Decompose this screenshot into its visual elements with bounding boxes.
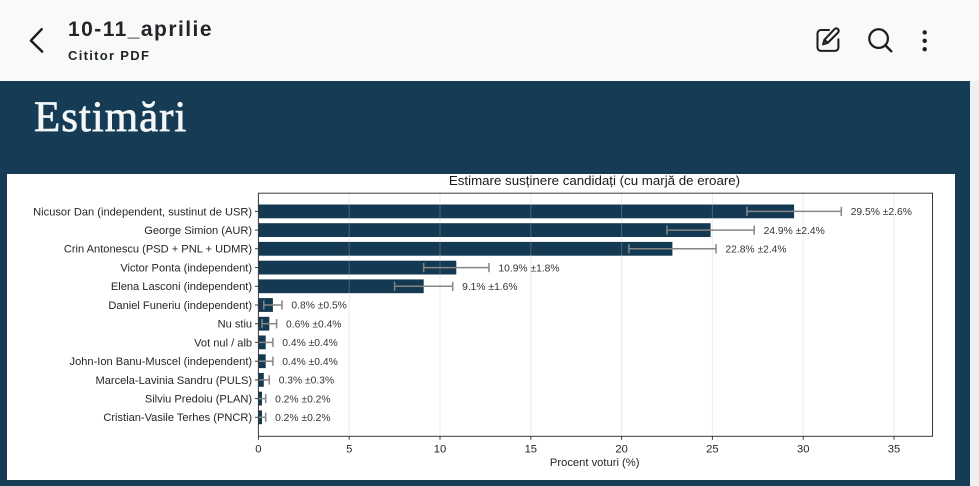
svg-text:0.8% ±0.5%: 0.8% ±0.5% <box>291 300 346 311</box>
svg-text:0.4% ±0.4%: 0.4% ±0.4% <box>282 338 337 349</box>
svg-text:Vot nul / alb: Vot nul / alb <box>194 337 252 349</box>
svg-text:Marcela-Lavinia Sandru (PULS): Marcela-Lavinia Sandru (PULS) <box>95 374 252 386</box>
svg-text:25: 25 <box>706 443 718 455</box>
svg-text:0: 0 <box>255 443 261 455</box>
svg-text:9.1% ±1.6%: 9.1% ±1.6% <box>462 282 517 293</box>
svg-text:0.2% ±0.2%: 0.2% ±0.2% <box>275 413 330 424</box>
svg-text:0.6% ±0.4%: 0.6% ±0.4% <box>286 319 341 330</box>
svg-text:Victor Ponta (independent): Victor Ponta (independent) <box>120 262 252 274</box>
svg-text:George Simion (AUR): George Simion (AUR) <box>144 225 252 237</box>
svg-text:Procent voturi (%): Procent voturi (%) <box>550 457 640 469</box>
svg-text:Nu stiu: Nu stiu <box>218 318 253 330</box>
svg-text:29.5% ±2.6%: 29.5% ±2.6% <box>851 207 912 218</box>
svg-text:Nicusor Dan (independent, sust: Nicusor Dan (independent, sustinut de US… <box>33 206 252 218</box>
svg-text:35: 35 <box>888 443 900 455</box>
svg-text:30: 30 <box>797 443 809 455</box>
svg-text:Elena Lasconi (independent): Elena Lasconi (independent) <box>111 281 252 293</box>
svg-text:Daniel Funeriu (independent): Daniel Funeriu (independent) <box>108 299 252 311</box>
svg-text:Estimare susținere candidați (: Estimare susținere candidați (cu marjă d… <box>449 174 740 188</box>
svg-text:15: 15 <box>525 443 537 455</box>
svg-text:5: 5 <box>346 443 352 455</box>
svg-text:10: 10 <box>434 443 446 455</box>
svg-text:0.3% ±0.3%: 0.3% ±0.3% <box>279 375 334 386</box>
svg-text:24.9% ±2.4%: 24.9% ±2.4% <box>764 225 825 236</box>
svg-text:10.9% ±1.8%: 10.9% ±1.8% <box>498 263 559 274</box>
svg-text:22.8% ±2.4%: 22.8% ±2.4% <box>725 244 786 255</box>
svg-text:0.2% ±0.2%: 0.2% ±0.2% <box>275 394 330 405</box>
svg-text:0.4% ±0.4%: 0.4% ±0.4% <box>282 356 337 367</box>
svg-text:Crin Antonescu (PSD + PNL + UD: Crin Antonescu (PSD + PNL + UDMR) <box>64 243 252 255</box>
svg-text:Silviu Predoiu (PLAN): Silviu Predoiu (PLAN) <box>145 393 252 405</box>
svg-text:John-Ion Banu-Muscel (independ: John-Ion Banu-Muscel (independent) <box>70 356 253 368</box>
svg-text:Cristian-Vasile Terhes (PNCR): Cristian-Vasile Terhes (PNCR) <box>103 412 252 424</box>
svg-text:20: 20 <box>615 443 627 455</box>
